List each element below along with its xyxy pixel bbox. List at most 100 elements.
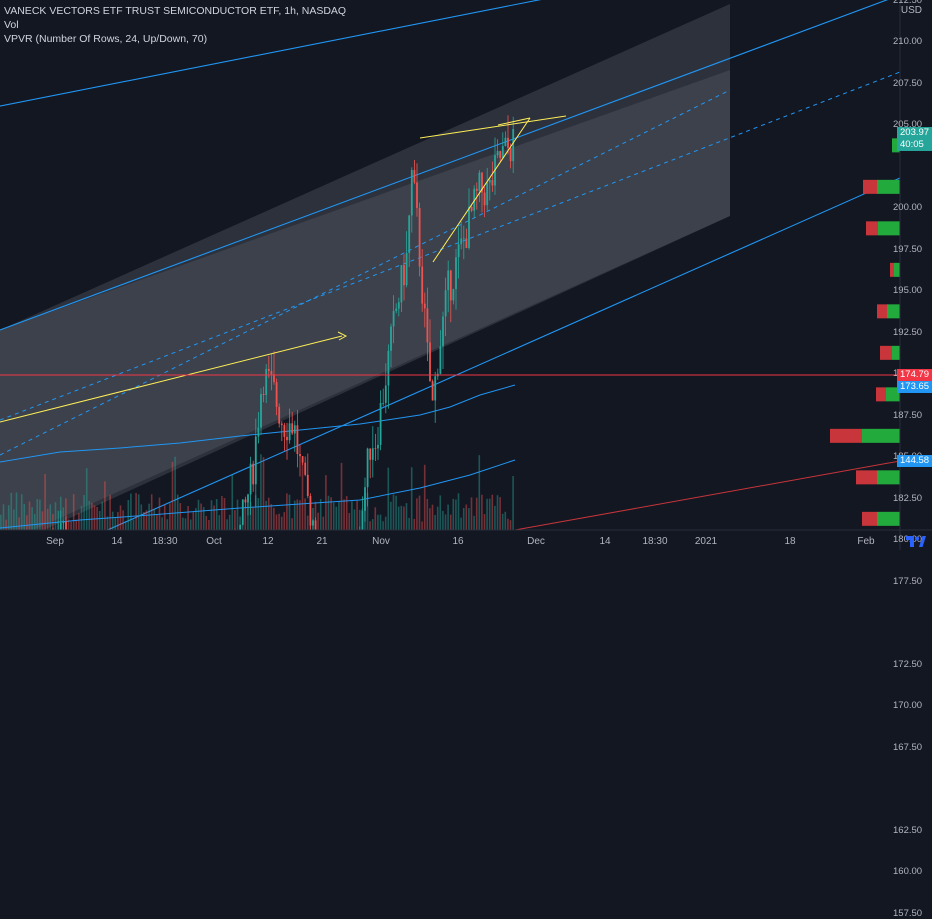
volume-bar <box>319 499 322 530</box>
candle-body <box>390 326 392 351</box>
time-tick-label: 2021 <box>694 536 718 547</box>
price-tick-label: 172.50 <box>893 658 923 670</box>
candle-body <box>62 521 65 524</box>
volume-bar <box>507 518 509 530</box>
candle-body <box>423 303 426 309</box>
candle-body <box>286 436 288 441</box>
volume-bar <box>122 510 124 530</box>
vpvr-down-bar <box>877 304 887 319</box>
candle-body <box>267 368 270 371</box>
symbol-legend[interactable]: VANECK VECTORS ETF TRUST SEMICONDUCTOR E… <box>4 5 347 17</box>
candle-body <box>232 545 234 550</box>
volume-bar <box>5 519 7 530</box>
price-tick-label: 210.00 <box>893 36 923 48</box>
time-tick-label: 18 <box>784 536 796 547</box>
volume-bar <box>226 519 228 530</box>
volume-bar <box>36 499 39 530</box>
candle-body <box>408 215 411 253</box>
volume-bar <box>288 494 291 530</box>
chart-canvas[interactable] <box>0 0 932 550</box>
wedge-bottom-line[interactable] <box>432 117 531 263</box>
candle-body <box>418 207 421 267</box>
volume-bar <box>20 494 23 530</box>
volume-bar <box>465 504 468 530</box>
candle-body <box>429 342 431 382</box>
time-tick-label: 16 <box>452 536 464 547</box>
candle-body <box>283 425 286 437</box>
candle-body <box>483 192 486 206</box>
candle-body <box>470 206 473 211</box>
volume-bar <box>379 514 382 530</box>
regression-channel-outer-fill <box>0 4 730 530</box>
volume-bar <box>410 467 413 530</box>
candle-body <box>377 444 379 449</box>
volume-bar <box>301 462 304 530</box>
candle-body <box>270 370 273 375</box>
time-tick-label: 14 <box>599 536 611 547</box>
volume-bar <box>286 493 288 530</box>
volume-bar <box>205 515 208 530</box>
volume-bar <box>41 511 44 530</box>
trend-arrow-line[interactable] <box>0 335 343 423</box>
candle-body <box>468 206 470 249</box>
candle-body <box>257 427 260 437</box>
volume-bar <box>304 498 306 530</box>
volume-bar <box>140 504 143 530</box>
volume-bar <box>468 508 470 530</box>
candlestick-series[interactable] <box>0 115 515 550</box>
candle-body <box>455 257 457 290</box>
volume-bar <box>80 505 83 530</box>
volume-bar <box>197 499 200 530</box>
channel-upper-mid-line[interactable] <box>0 0 900 331</box>
vpvr-up-bar <box>877 511 900 526</box>
currency-label[interactable]: USD <box>900 5 922 16</box>
volume-bar <box>78 512 80 530</box>
volume-bar <box>444 514 447 530</box>
vpvr-down-bar <box>866 221 878 236</box>
price-tick-label: 160.00 <box>893 866 923 878</box>
candle-body <box>509 147 512 162</box>
candle-body <box>452 289 455 301</box>
candle-body <box>400 265 403 303</box>
volume-bar <box>244 507 247 530</box>
volume-bar <box>483 514 486 530</box>
volume-bar <box>486 498 488 530</box>
candle-body <box>296 425 299 455</box>
time-tick-label: Dec <box>527 536 545 547</box>
channel-upper-line[interactable] <box>0 0 640 110</box>
volume-bar <box>426 498 429 530</box>
channel-lower-line[interactable] <box>40 177 900 550</box>
volume-bar <box>88 500 91 530</box>
candle-body <box>65 521 67 530</box>
volume-bar <box>161 517 163 530</box>
volume-bar <box>262 457 265 530</box>
volume-bar <box>208 519 210 530</box>
volume-bar <box>267 497 270 530</box>
volume-legend[interactable]: Vol <box>4 19 19 31</box>
volume-bar <box>395 495 397 530</box>
tradingview-logo-icon[interactable] <box>906 536 926 547</box>
volume-bar <box>114 517 117 530</box>
volume-bar <box>382 521 384 530</box>
volume-bar <box>434 514 436 530</box>
candle-body <box>299 454 301 457</box>
candle-body <box>260 394 262 428</box>
candle-body <box>59 523 62 530</box>
volume-bar <box>169 503 171 530</box>
red-trend-line[interactable] <box>514 460 900 530</box>
price-tick-label: 197.50 <box>893 243 923 255</box>
candle-body <box>442 316 444 347</box>
volume-bar <box>293 500 296 530</box>
price-tick-label: 207.50 <box>893 77 923 89</box>
vpvr-legend[interactable]: VPVR (Number Of Rows, 24, Up/Down, 70) <box>4 33 208 45</box>
wedge-top-line[interactable] <box>419 115 567 139</box>
vpvr-histogram <box>830 138 900 526</box>
vpvr-up-bar <box>894 262 900 277</box>
volume-bar <box>278 513 280 530</box>
volume-bar <box>340 462 343 530</box>
volume-bar <box>366 492 369 530</box>
time-tick-label: 18:30 <box>642 536 668 547</box>
volume-bar <box>28 501 31 530</box>
candle-body <box>312 520 314 526</box>
volume-bar <box>156 514 158 530</box>
